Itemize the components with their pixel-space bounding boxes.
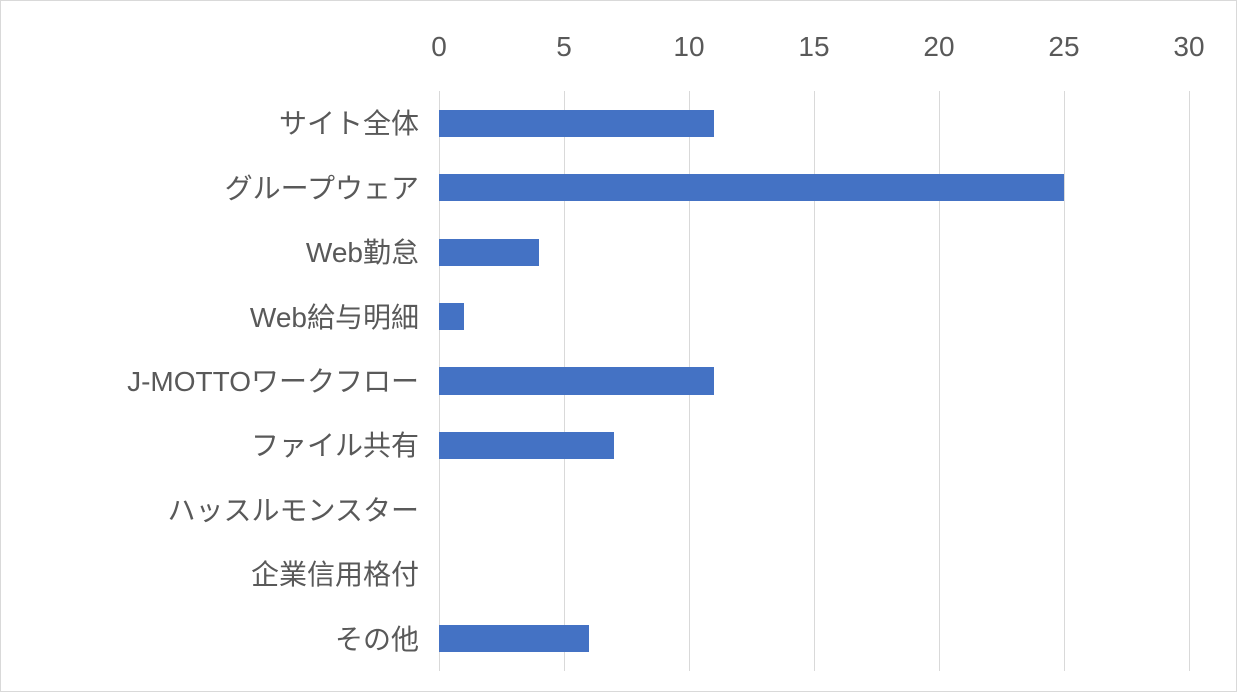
- x-tick-label: 20: [923, 31, 954, 63]
- x-tick-label: 10: [673, 31, 704, 63]
- x-tick-label: 30: [1173, 31, 1204, 63]
- x-tick-label: 0: [431, 31, 447, 63]
- bar: [439, 239, 539, 266]
- bar: [439, 110, 714, 137]
- chart-frame: 0 5 10 15 20 25 30 サイト全体グループウェア Web勤怠 Web給与明細 J-M…: [0, 0, 1237, 692]
- bar: [439, 625, 589, 652]
- x-tick-label: 5: [556, 31, 572, 63]
- bar: [439, 174, 1064, 201]
- bar: [439, 367, 714, 394]
- y-category-label: ファイル共有: [251, 425, 419, 465]
- y-category-label: J-MOTTOワークフロー: [127, 360, 419, 400]
- x-tick-label: 15: [798, 31, 829, 63]
- y-category-label: ハッスルモンスター: [168, 489, 419, 529]
- gridline: [1189, 91, 1190, 671]
- plot-area: [439, 91, 1189, 671]
- x-tick-label: 25: [1048, 31, 1079, 63]
- bar: [439, 303, 464, 330]
- y-category-label: Web勤怠: [306, 231, 419, 271]
- bar: [439, 432, 614, 459]
- y-category-label: 企業信用格付: [251, 554, 419, 594]
- y-category-label: グループウェア: [225, 167, 419, 207]
- y-category-label: Web給与明細: [250, 296, 419, 336]
- y-category-label: その他: [335, 618, 419, 658]
- y-category-label: サイト全体: [279, 102, 419, 142]
